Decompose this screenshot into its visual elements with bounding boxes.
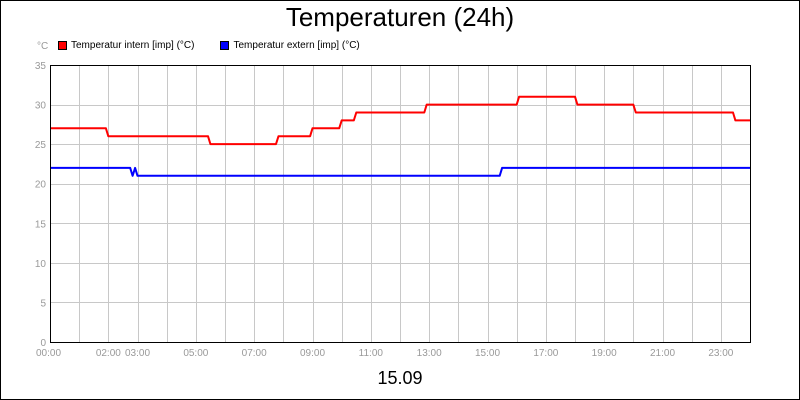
x-tick-label: 09:00 — [300, 348, 325, 359]
x-tick-label: 17:00 — [533, 348, 558, 359]
x-tick-label: 05:00 — [183, 348, 208, 359]
legend-label-extern: Temperatur extern [imp] (°C) — [233, 39, 360, 51]
x-tick-label: 23:00 — [708, 348, 733, 359]
legend-swatch-extern — [220, 40, 230, 50]
y-tick-label: 5 — [40, 298, 46, 309]
legend: Temperatur intern [imp] (°C) Temperatur … — [58, 38, 386, 52]
legend-item-intern: Temperatur intern [imp] (°C) — [58, 40, 194, 51]
x-tick-label: 21:00 — [650, 348, 675, 359]
chart-title: Temperaturen (24h) — [285, 2, 515, 32]
y-tick-label: 0 — [40, 338, 46, 349]
x-tick-label: 19:00 — [592, 348, 617, 359]
legend-swatch-intern — [58, 40, 67, 50]
y-tick-label: 15 — [35, 219, 47, 230]
series-line-extern — [50, 166, 750, 177]
series-line-intern — [50, 95, 750, 146]
plot-border — [50, 65, 751, 343]
y-axis-unit-label: °C — [37, 41, 49, 52]
x-tick-label: 15:00 — [475, 348, 500, 359]
y-tick-label: 25 — [35, 140, 47, 151]
y-tick-label: 20 — [35, 180, 47, 191]
y-tick-label: 30 — [35, 101, 47, 112]
x-tick-label: 03:00 — [125, 348, 150, 359]
legend-label-intern: Temperatur intern [imp] (°C) — [71, 39, 195, 51]
x-axis-date-label: 15.09 — [377, 368, 423, 388]
x-tick-label: 13:00 — [417, 348, 442, 359]
x-tick-label: 11:00 — [359, 348, 384, 359]
x-tick-label: 02:00 — [96, 348, 121, 359]
legend-item-extern: Temperatur extern [imp] (°C) — [220, 39, 360, 51]
y-tick-label: 35 — [35, 61, 47, 72]
x-tick-label: 00:00 — [36, 348, 61, 359]
x-tick-label: 07:00 — [242, 348, 267, 359]
y-tick-label: 10 — [35, 259, 47, 270]
